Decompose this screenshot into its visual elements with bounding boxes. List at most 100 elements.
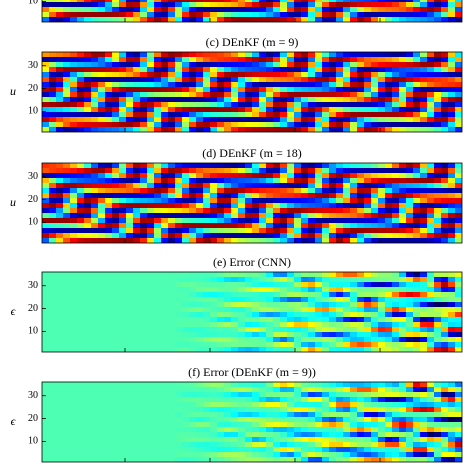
heatmap-cell bbox=[189, 337, 196, 342]
heatmap-cell bbox=[42, 218, 49, 223]
heatmap-cell bbox=[441, 112, 448, 117]
heatmap-cell bbox=[231, 238, 238, 243]
heatmap-cell bbox=[245, 342, 252, 347]
heatmap-cell bbox=[315, 452, 322, 457]
heatmap-cell bbox=[343, 307, 350, 312]
heatmap-cell bbox=[427, 387, 434, 392]
heatmap-cell bbox=[147, 397, 154, 402]
heatmap-cell bbox=[154, 52, 161, 57]
heatmap-cell bbox=[455, 427, 462, 432]
heatmap-cell bbox=[273, 163, 280, 168]
heatmap-cell bbox=[336, 72, 343, 77]
heatmap-cell bbox=[357, 173, 364, 178]
heatmap-cell bbox=[63, 57, 70, 62]
heatmap-cell bbox=[357, 223, 364, 228]
heatmap-cell bbox=[126, 392, 133, 397]
heatmap-cell bbox=[189, 312, 196, 317]
heatmap-cell bbox=[266, 77, 273, 82]
heatmap-cell bbox=[427, 102, 434, 107]
heatmap-cell bbox=[154, 218, 161, 223]
heatmap-cell bbox=[259, 327, 266, 332]
heatmap-cell bbox=[329, 12, 336, 17]
heatmap-cell bbox=[210, 188, 217, 193]
heatmap-cell bbox=[245, 317, 252, 322]
heatmap-cell bbox=[203, 168, 210, 173]
heatmap-cell bbox=[112, 387, 119, 392]
heatmap-cell bbox=[147, 392, 154, 397]
heatmap-cell bbox=[231, 173, 238, 178]
heatmap-cell bbox=[427, 397, 434, 402]
heatmap-cell bbox=[175, 322, 182, 327]
heatmap-cell bbox=[350, 442, 357, 447]
heatmap-cell bbox=[294, 173, 301, 178]
heatmap-cell bbox=[434, 297, 441, 302]
heatmap-cell bbox=[266, 7, 273, 12]
heatmap-cell bbox=[133, 382, 140, 387]
heatmap-cell bbox=[315, 422, 322, 427]
heatmap-cell bbox=[42, 312, 49, 317]
heatmap-cell bbox=[63, 332, 70, 337]
heatmap-cell bbox=[168, 87, 175, 92]
heatmap-cell bbox=[413, 188, 420, 193]
heatmap-cell bbox=[189, 178, 196, 183]
heatmap-cell bbox=[238, 193, 245, 198]
heatmap-cell bbox=[49, 87, 56, 92]
heatmap-cell bbox=[182, 382, 189, 387]
heatmap-cell bbox=[315, 392, 322, 397]
heatmap-cell bbox=[217, 228, 224, 233]
heatmap-cell bbox=[252, 307, 259, 312]
heatmap-cell bbox=[287, 122, 294, 127]
heatmap-cell bbox=[91, 178, 98, 183]
heatmap-cell bbox=[56, 203, 63, 208]
heatmap-cell bbox=[350, 447, 357, 452]
heatmap-cell bbox=[98, 407, 105, 412]
heatmap-cell bbox=[56, 168, 63, 173]
heatmap-cell bbox=[189, 163, 196, 168]
heatmap-cell bbox=[175, 228, 182, 233]
heatmap-cell bbox=[315, 12, 322, 17]
heatmap-cell bbox=[315, 447, 322, 452]
heatmap-cell bbox=[56, 407, 63, 412]
heatmap-cell bbox=[98, 57, 105, 62]
heatmap-cell bbox=[175, 218, 182, 223]
heatmap-cell bbox=[427, 272, 434, 277]
heatmap-cell bbox=[126, 203, 133, 208]
heatmap-cell bbox=[322, 203, 329, 208]
heatmap-cell bbox=[105, 57, 112, 62]
heatmap-cell bbox=[406, 447, 413, 452]
heatmap-cell bbox=[413, 427, 420, 432]
heatmap-cell bbox=[238, 0, 245, 2]
heatmap-cell bbox=[266, 107, 273, 112]
heatmap-cell bbox=[133, 12, 140, 17]
heatmap-cell bbox=[161, 102, 168, 107]
heatmap-cell bbox=[203, 282, 210, 287]
heatmap-cell bbox=[427, 312, 434, 317]
heatmap-cell bbox=[343, 387, 350, 392]
heatmap-cell bbox=[231, 82, 238, 87]
heatmap-cell bbox=[455, 178, 462, 183]
heatmap-cell bbox=[98, 67, 105, 72]
heatmap-cell bbox=[455, 307, 462, 312]
heatmap-cell bbox=[322, 412, 329, 417]
heatmap-cell bbox=[154, 178, 161, 183]
heatmap-cell bbox=[427, 432, 434, 437]
heatmap-cell bbox=[224, 87, 231, 92]
heatmap-cell bbox=[154, 193, 161, 198]
heatmap-cell bbox=[224, 203, 231, 208]
heatmap-cell bbox=[140, 87, 147, 92]
heatmap-cell bbox=[266, 302, 273, 307]
heatmap-cell bbox=[357, 312, 364, 317]
heatmap-cell bbox=[203, 272, 210, 277]
heatmap-cell bbox=[119, 208, 126, 213]
heatmap-cell bbox=[259, 407, 266, 412]
heatmap-cell bbox=[329, 163, 336, 168]
heatmap-cell bbox=[448, 337, 455, 342]
heatmap-cell bbox=[343, 163, 350, 168]
heatmap-cell bbox=[406, 82, 413, 87]
heatmap-cell bbox=[119, 287, 126, 292]
heatmap-cell bbox=[224, 447, 231, 452]
heatmap-cell bbox=[294, 7, 301, 12]
heatmap-cell bbox=[392, 173, 399, 178]
heatmap-cell bbox=[98, 347, 105, 352]
heatmap-cell bbox=[434, 62, 441, 67]
